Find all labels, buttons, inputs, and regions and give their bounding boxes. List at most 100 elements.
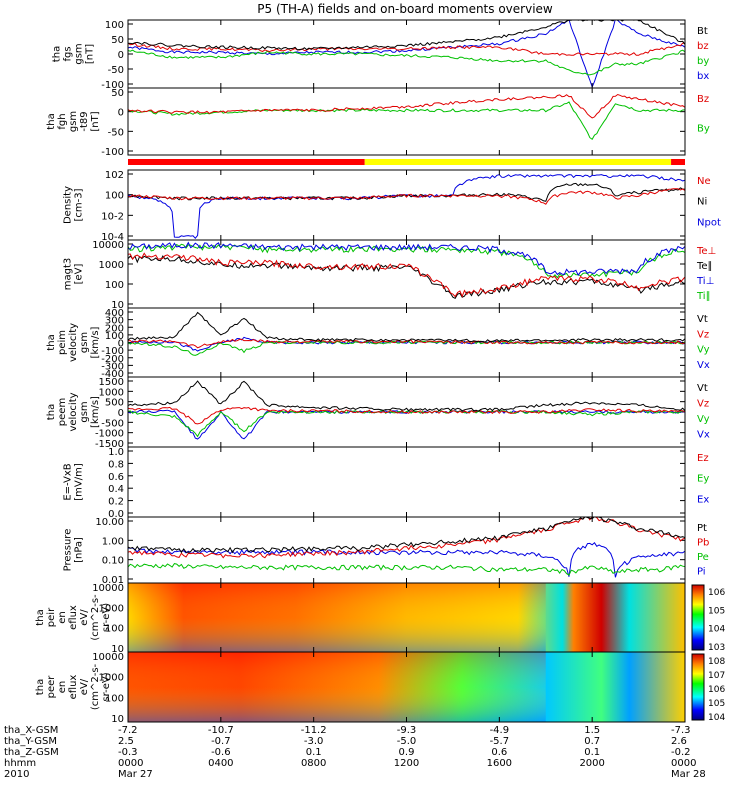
legend-Vt: Vt: [697, 314, 708, 325]
panel-peir: thapeirenefluxeV/(cm^2-s-sr-eV)100001000…: [35, 582, 725, 655]
series-Te⊥: [128, 252, 685, 298]
ylabel-line: eflux: [68, 675, 79, 700]
ytick-label: 0: [118, 50, 124, 61]
legend-by: by: [697, 56, 709, 67]
ylabel-fgh: thafghgsm-t89[nT]: [46, 111, 101, 132]
legend-Bz: Bz: [697, 94, 709, 105]
series-By: [128, 101, 685, 141]
legend-By: By: [697, 124, 710, 135]
ylabel-line: peer: [46, 675, 57, 699]
orbit-row-label: 2010: [4, 769, 29, 780]
series-Pe: [128, 563, 685, 576]
ytick-label: 1.0: [108, 447, 124, 458]
ylabel-temp: magt3[eV]: [63, 258, 85, 291]
panel-frame: [127, 169, 686, 241]
ylabel-line: gsm: [79, 332, 90, 353]
ytick-label: -100: [101, 147, 124, 158]
orbit-value: 1200: [394, 758, 419, 769]
legend-Vz: Vz: [697, 329, 709, 340]
series-Vx: [128, 409, 685, 440]
ylabel-line: peem: [57, 398, 68, 426]
panel-pressure: Pressure[nPa] 10.00 1.00 0.10 0.01 Pt Pb Pe Pi: [63, 516, 709, 586]
spectrogram-shade: [128, 652, 546, 722]
orbit-value: 0.6: [491, 747, 507, 758]
ytick-label: 0: [118, 108, 124, 119]
ytick-label: 100: [105, 191, 124, 202]
orbit-value: -4.9: [490, 725, 510, 736]
ylabel-line: sr-eV): [101, 672, 112, 701]
orbit-value: 0.9: [399, 747, 415, 758]
ylabel-peim: thapeimvelocitygsm[km/s]: [46, 323, 101, 362]
ylabel-line: [nPa]: [74, 537, 85, 563]
ytick-label: 0.10: [102, 556, 124, 567]
ylabel-line: [eV]: [74, 264, 85, 285]
legend-Ni: Ni: [697, 197, 707, 208]
colorbar-label: 107: [708, 671, 725, 681]
panel-fgs: thafgsgsm[nT] 100 50 0 -50 -100 Bt bz by bx: [52, 19, 709, 91]
legend-Te⊥: Te⊥: [696, 246, 716, 257]
ytick-label: -100: [101, 346, 124, 357]
orbit-value: 2.6: [671, 736, 687, 747]
ytick-label: 10: [111, 300, 124, 311]
ylabel-line: en: [57, 611, 68, 624]
orbit-value: 2.5: [118, 736, 134, 747]
orbit-row-label: tha_X-GSM: [4, 725, 58, 736]
ytick-label: -50: [108, 127, 124, 138]
ylabel-line: velocity: [68, 323, 79, 362]
ylabel-line: fgs: [63, 46, 74, 61]
ytick-label: 10-2: [101, 211, 124, 222]
status-segment-2: [671, 159, 685, 165]
legend-Pt: Pt: [697, 523, 707, 534]
ytick-label: 500: [105, 398, 124, 409]
ytick-label: 1000: [99, 673, 124, 684]
series-Vy: [128, 409, 685, 438]
series-Bz: [128, 93, 685, 119]
series-Ni: [128, 182, 685, 202]
orbit-value: -0.7: [211, 736, 231, 747]
ytick-label: 0.4: [108, 484, 124, 495]
ytick-label: -50: [108, 65, 124, 76]
orbit-value: -7.2: [118, 725, 138, 736]
ylabel-line: velocity: [68, 392, 79, 431]
ytick-label: 100: [105, 331, 124, 342]
orbit-value: 0.1: [306, 747, 322, 758]
ytick-label: -1000: [95, 429, 124, 440]
orbit-value: 0400: [208, 758, 233, 769]
ytick-label: -500: [101, 418, 124, 429]
legend-Vy: Vy: [697, 414, 710, 425]
status-bar: [128, 159, 685, 165]
orbit-value: 0.7: [584, 736, 600, 747]
spectrogram-shade: [128, 583, 546, 652]
ylabel-line: tha: [52, 46, 63, 62]
legend-Pi: Pi: [697, 567, 706, 578]
legend-Vx: Vx: [697, 430, 710, 441]
ytick-label: 300: [105, 316, 124, 327]
ylabel-line: [nT]: [90, 111, 101, 131]
ytick-label: 10: [111, 644, 124, 655]
legend-Bt: Bt: [697, 26, 708, 37]
series-group: [128, 174, 685, 239]
ytick-label: 100: [105, 280, 124, 291]
ylabel-line: en: [57, 681, 68, 694]
legend-Vy: Vy: [697, 345, 710, 356]
ylabel-line: tha: [46, 113, 57, 129]
ylabel-line: [cm-3]: [74, 188, 85, 221]
ylabel-peir: thapeirenefluxeV/(cm^2-s-sr-eV): [35, 594, 112, 641]
ytick-label: -1500: [95, 439, 124, 450]
panel-peer: thapeerenefluxeV/(cm^2-s-sr-eV)100001000…: [35, 651, 725, 725]
figure-title: P5 (TH-A) fields and on-board moments ov…: [257, 2, 553, 16]
series-Npot: [128, 174, 685, 239]
ylabel-pressure: Pressure[nPa]: [63, 529, 85, 572]
ylabel-line: eflux: [68, 605, 79, 630]
panel-efield: E=-VxB[mV/m] 1.00.8 0.60.4 0.20.0 Ez Ey Ex: [63, 446, 709, 520]
series-group: [128, 311, 685, 356]
ylabel-line: magt3: [63, 258, 74, 291]
ytick-label: 50: [111, 35, 124, 46]
ytick-label: 100: [105, 693, 124, 704]
status-segment-1: [364, 159, 672, 165]
panel-density: Density[cm-3] 102 100 10-2 10-4 Ne Ni Npot: [63, 169, 721, 243]
orbit-value: -9.3: [397, 725, 417, 736]
ylabel-line: gsm: [68, 111, 79, 132]
legend-Ne: Ne: [697, 176, 711, 187]
ytick-label: 10000: [92, 583, 124, 594]
